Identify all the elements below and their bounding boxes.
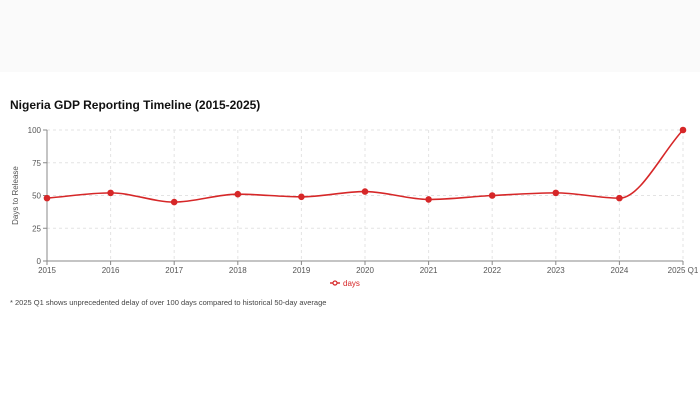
legend-marker [332, 280, 338, 286]
series-layer [43, 126, 687, 206]
data-point[interactable] [361, 188, 369, 195]
chart-panel: Nigeria GDP Reporting Timeline (2015-202… [0, 72, 700, 400]
data-point[interactable] [552, 189, 560, 197]
x-tick-label: 2015 [38, 266, 56, 275]
x-tick-label: 2016 [102, 266, 120, 275]
x-tick-label: 2022 [483, 266, 501, 275]
top-band [0, 0, 700, 72]
x-tick-label: 2024 [611, 266, 629, 275]
x-tick-label: 2017 [165, 266, 183, 275]
y-tick-label: 100 [28, 126, 42, 135]
chart-title: Nigeria GDP Reporting Timeline (2015-202… [10, 98, 261, 112]
x-tick-label: 2021 [420, 266, 438, 275]
data-point[interactable] [234, 190, 242, 198]
y-tick-label: 0 [37, 257, 42, 266]
legend[interactable]: days [330, 279, 360, 288]
y-axis-label: Days to Release [11, 166, 20, 225]
data-point[interactable] [679, 126, 687, 134]
x-tick-label: 2020 [356, 266, 374, 275]
x-tick-label: 2023 [547, 266, 565, 275]
x-tick-label: 2019 [293, 266, 311, 275]
data-point[interactable] [298, 193, 305, 201]
legend-label: days [343, 279, 360, 288]
y-tick-label: 50 [32, 192, 41, 201]
data-point[interactable] [170, 198, 178, 206]
footnote: * 2025 Q1 shows unprecedented delay of o… [10, 298, 327, 307]
x-tick-label: 2018 [229, 266, 247, 275]
grid-lines [47, 129, 684, 261]
data-point[interactable] [616, 194, 623, 202]
axes: 0 25 50 75 100 2015 2016 2017 2018 2019 2020 2021 20… [11, 126, 699, 275]
data-point[interactable] [107, 189, 114, 197]
line-chart: 0 25 50 75 100 2015 2016 2017 2018 2019 2020 2021 20… [11, 126, 699, 288]
y-tick-label: 25 [32, 224, 41, 233]
data-point[interactable] [43, 194, 51, 202]
y-tick-label: 75 [32, 159, 41, 168]
data-point[interactable] [425, 196, 432, 203]
data-point[interactable] [488, 192, 496, 199]
x-tick-label: 2025 Q1 [668, 266, 699, 275]
